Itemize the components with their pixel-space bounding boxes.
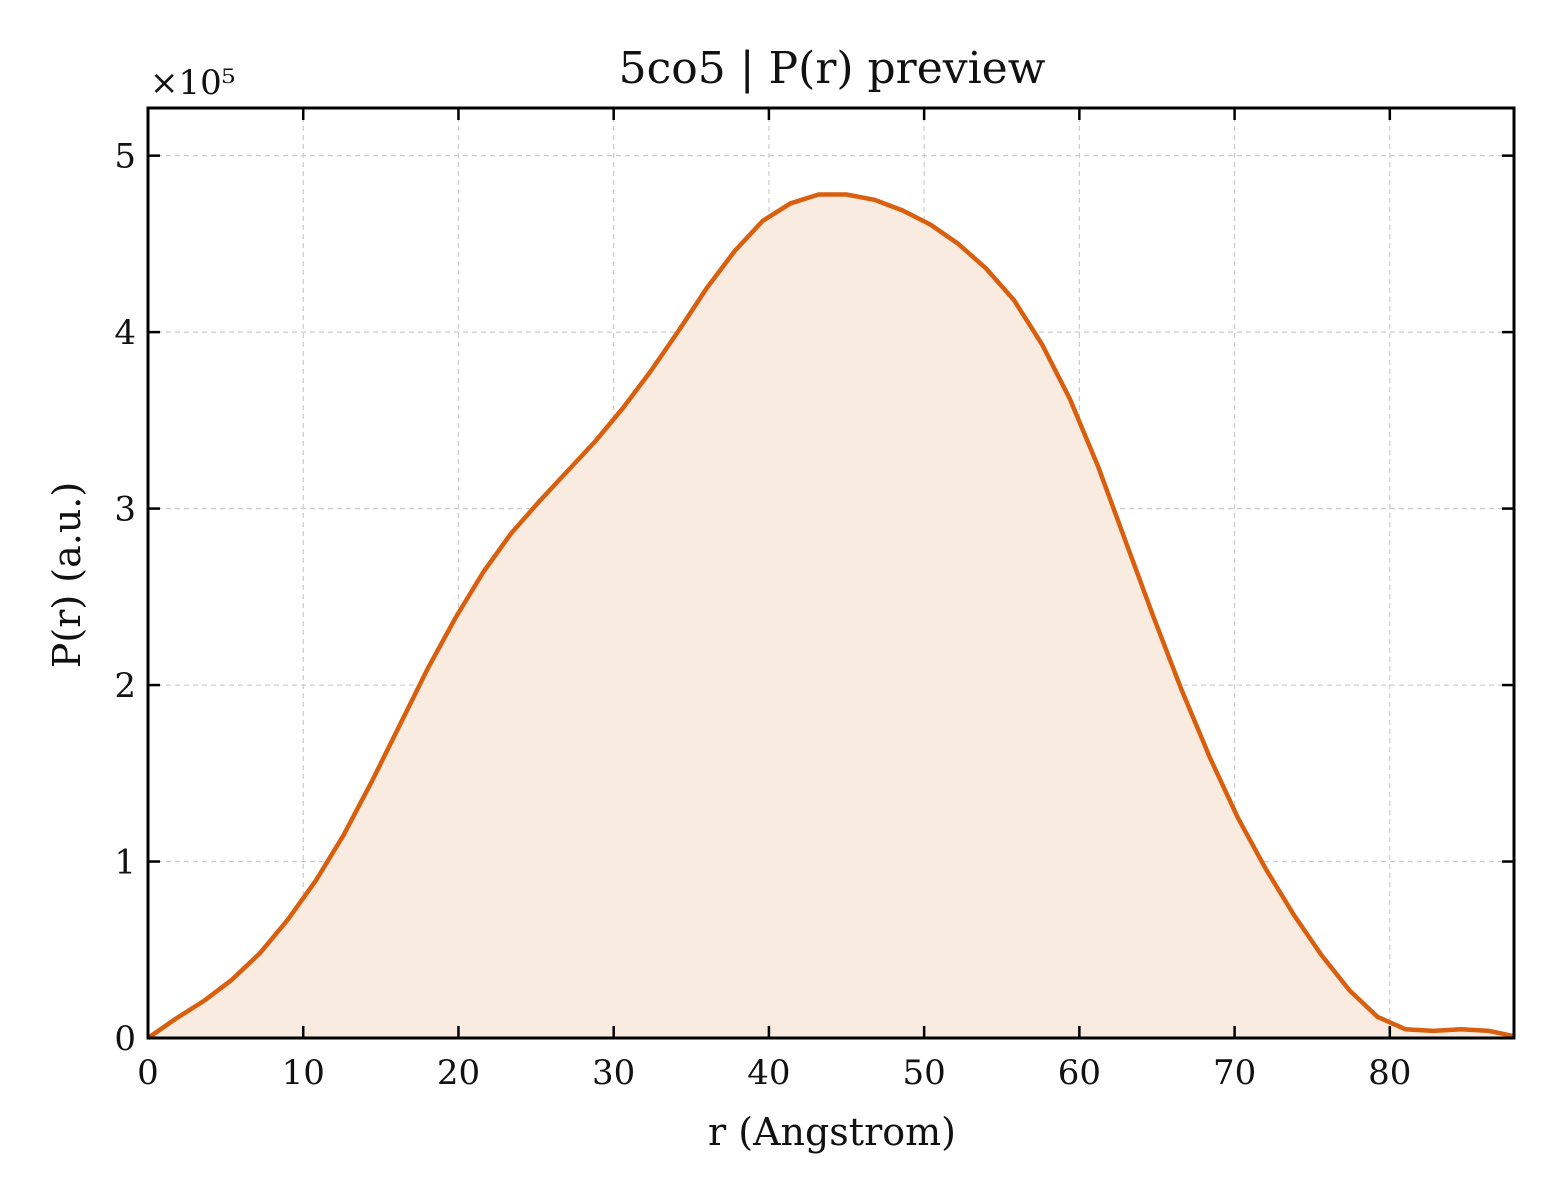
- chart-title: 5co5 | P(r) preview: [619, 43, 1046, 94]
- x-tick-label: 20: [437, 1053, 480, 1093]
- x-tick-label: 80: [1368, 1053, 1411, 1093]
- x-tick-label: 70: [1213, 1053, 1256, 1093]
- plot-frame: [146, 106, 1516, 1040]
- y-tick-label: 0: [114, 1019, 136, 1059]
- pr-series-line: [146, 192, 1515, 1040]
- x-tick-label: 10: [282, 1053, 325, 1093]
- x-tick-label: 30: [592, 1053, 635, 1093]
- y-tick-label: 3: [114, 490, 136, 530]
- x-tick-label: 40: [747, 1053, 790, 1093]
- y-tick-label: 2: [114, 666, 136, 706]
- axis-ticks: [146, 108, 1514, 1040]
- x-tick-label: 50: [903, 1053, 946, 1093]
- x-axis-label: r (Angstrom): [708, 1110, 956, 1154]
- y-offset-label: ×10⁵: [150, 63, 235, 103]
- x-tick-label: 60: [1058, 1053, 1101, 1093]
- y-tick-label: 5: [114, 137, 136, 177]
- y-tick-label: 1: [114, 843, 136, 883]
- y-tick-label: 4: [114, 313, 136, 353]
- y-axis-label: P(r) (a.u.): [45, 482, 89, 668]
- x-tick-label: 0: [137, 1053, 159, 1093]
- axis-tick-labels: 0 10 20 30 40 50 60 70 80 0 1 2 3 4 5: [114, 137, 1411, 1093]
- pr-area-fill: [148, 194, 1514, 1038]
